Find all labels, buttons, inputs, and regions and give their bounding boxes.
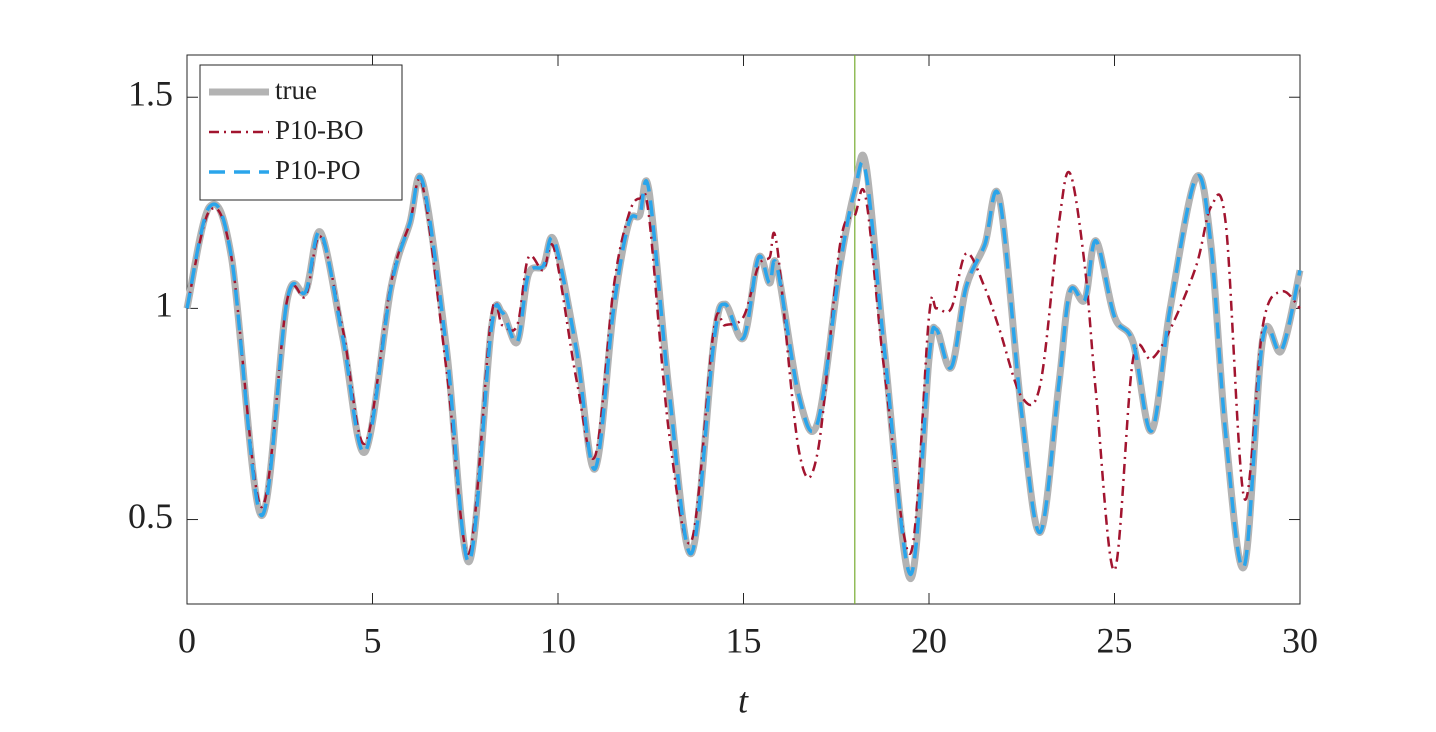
legend-label: P10-PO <box>275 155 361 185</box>
legend-label: true <box>275 75 317 105</box>
y-tick-label: 0.5 <box>128 496 173 536</box>
y-tick-label: 1 <box>155 285 173 325</box>
x-axis-label: t <box>738 680 749 720</box>
x-tick-label: 30 <box>1282 620 1318 660</box>
series-line <box>185 160 1302 577</box>
y-tick-label: 1.5 <box>128 73 173 113</box>
x-tick-label: 5 <box>364 620 382 660</box>
x-tick-label: 20 <box>911 620 947 660</box>
legend: true P10-BO P10-PO <box>199 64 403 201</box>
x-tick-label: 0 <box>178 620 196 660</box>
legend-label: P10-BO <box>275 115 364 145</box>
x-tick-label: 25 <box>1097 620 1133 660</box>
x-tick-label: 15 <box>726 620 762 660</box>
x-tick-label: 10 <box>540 620 576 660</box>
